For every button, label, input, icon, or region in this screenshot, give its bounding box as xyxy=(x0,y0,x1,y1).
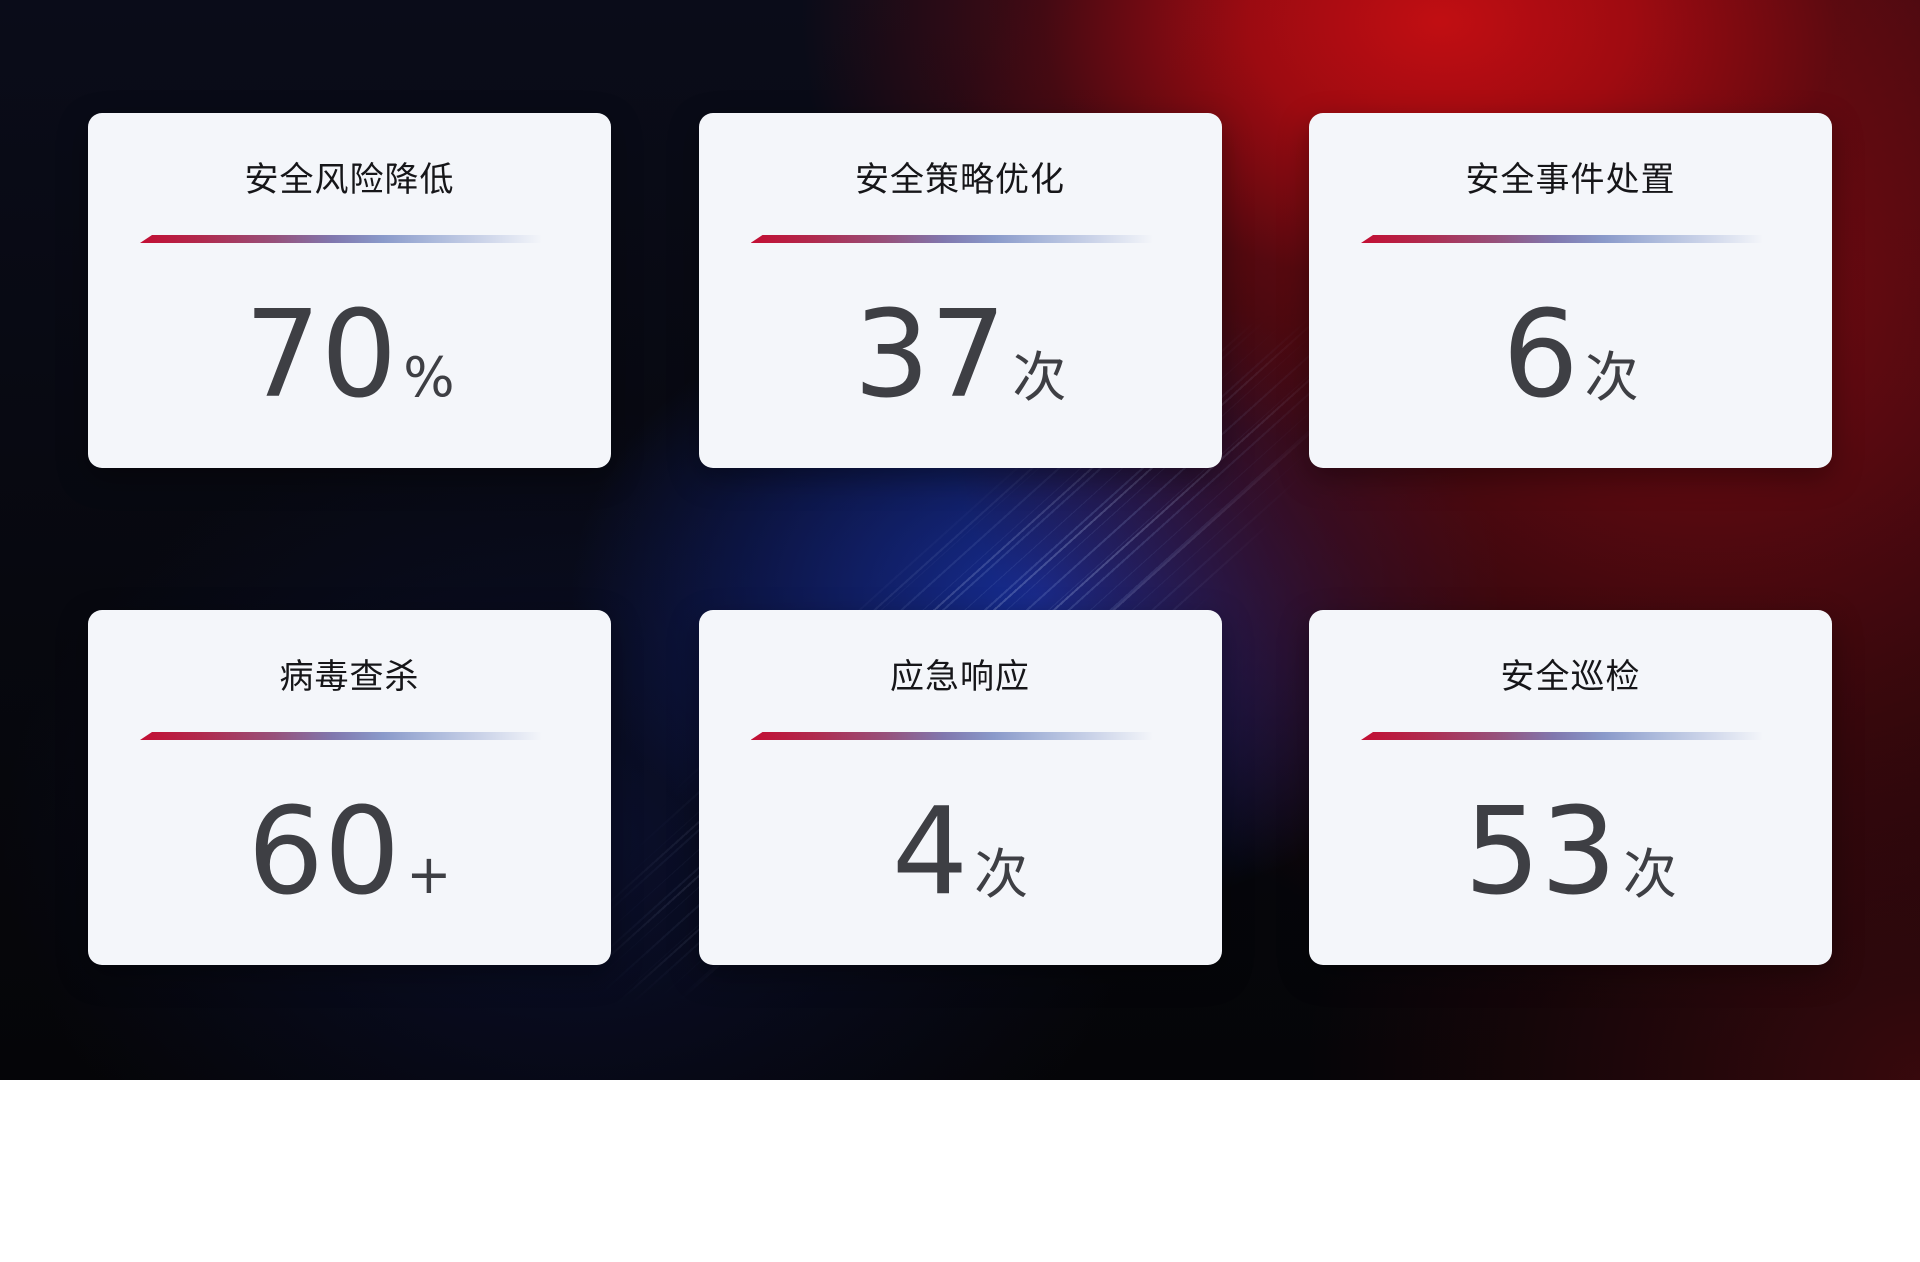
card-title: 安全事件处置 xyxy=(1361,159,1780,201)
stat-number: 53 xyxy=(1464,793,1617,913)
stat-unit: % xyxy=(403,351,454,405)
gradient-divider xyxy=(140,235,559,243)
card-title: 安全策略优化 xyxy=(751,159,1170,201)
gradient-divider xyxy=(751,732,1170,740)
stat-unit: + xyxy=(406,848,451,902)
stat-unit: 次 xyxy=(974,848,1028,902)
stat-number: 4 xyxy=(892,793,968,913)
stat-card-incident-handling: 安全事件处置 6 次 xyxy=(1309,113,1832,468)
card-title: 安全巡检 xyxy=(1361,656,1780,698)
stat-unit: 次 xyxy=(1623,848,1677,902)
card-title: 安全风险降低 xyxy=(140,159,559,201)
stats-grid: 安全风险降低 70 % 安全策略优化 37 次 安全事件处置 6 次 xyxy=(88,113,1832,965)
gradient-divider xyxy=(140,732,559,740)
stat-number: 6 xyxy=(1502,296,1578,416)
stat-number: 60 xyxy=(248,793,401,913)
stat-value-row: 60 + xyxy=(140,740,559,965)
stat-card-security-inspection: 安全巡检 53 次 xyxy=(1309,610,1832,965)
gradient-divider xyxy=(1361,732,1780,740)
stat-number: 70 xyxy=(244,296,397,416)
stat-value-row: 37 次 xyxy=(751,243,1170,468)
stat-value-row: 70 % xyxy=(140,243,559,468)
card-title: 病毒查杀 xyxy=(140,656,559,698)
stat-value-row: 53 次 xyxy=(1361,740,1780,965)
stat-card-emergency-response: 应急响应 4 次 xyxy=(699,610,1222,965)
stat-unit: 次 xyxy=(1585,351,1639,405)
stat-value-row: 4 次 xyxy=(751,740,1170,965)
stat-card-risk-reduction: 安全风险降低 70 % xyxy=(88,113,611,468)
gradient-divider xyxy=(1361,235,1780,243)
card-title: 应急响应 xyxy=(751,656,1170,698)
gradient-divider xyxy=(751,235,1170,243)
stat-unit: 次 xyxy=(1012,351,1066,405)
stat-card-virus-scan: 病毒查杀 60 + xyxy=(88,610,611,965)
stat-value-row: 6 次 xyxy=(1361,243,1780,468)
stat-number: 37 xyxy=(854,296,1007,416)
stat-card-policy-optimization: 安全策略优化 37 次 xyxy=(699,113,1222,468)
